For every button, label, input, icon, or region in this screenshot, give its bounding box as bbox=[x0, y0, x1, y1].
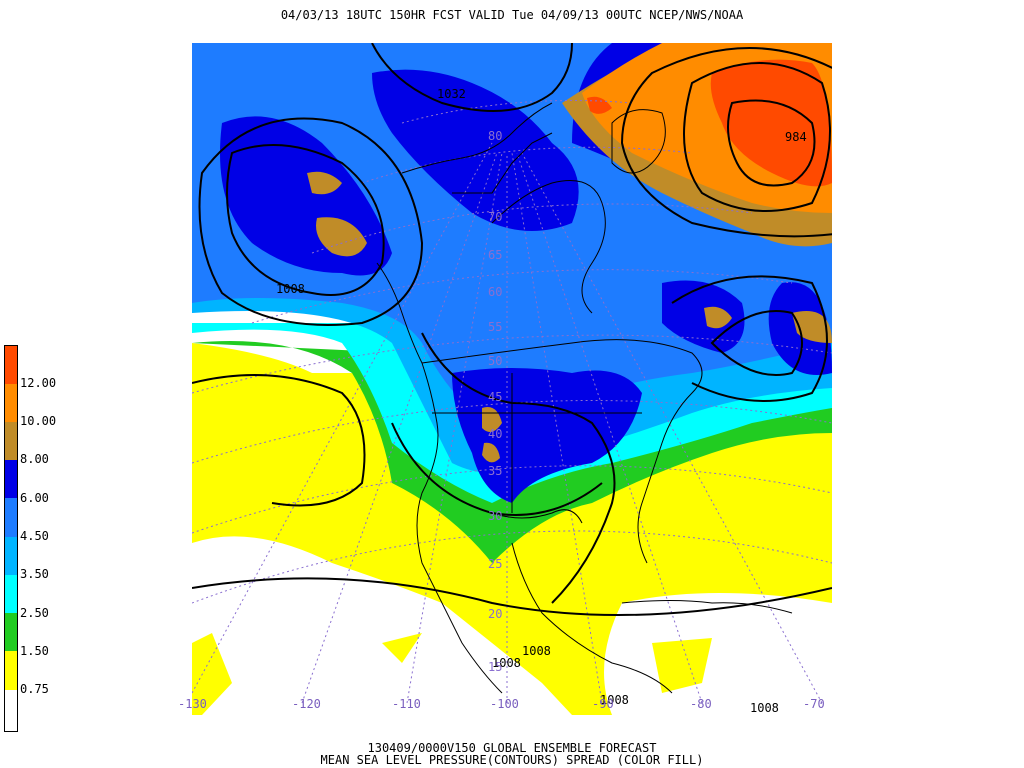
isobar-label-1032: 1032 bbox=[437, 87, 466, 101]
isobar-label-1008-c: 1008 bbox=[600, 693, 629, 707]
lat-label-25: 25 bbox=[488, 557, 502, 571]
legend-swatch-orange bbox=[5, 384, 17, 422]
fill-tan-patch-a bbox=[307, 171, 342, 195]
isobar-pacific-outer bbox=[198, 117, 424, 326]
legend-swatch-cyan bbox=[5, 575, 17, 613]
fill-tan-patch-d bbox=[482, 442, 500, 463]
legend-swatch-redorange bbox=[5, 346, 17, 384]
lat-label-50: 50 bbox=[488, 354, 502, 368]
lat-label-35: 35 bbox=[488, 464, 502, 478]
forecast-header: 04/03/13 18UTC 150HR FCST VALID Tue 04/0… bbox=[280, 8, 744, 22]
fill-white-south-east bbox=[604, 593, 832, 715]
coastlines bbox=[376, 102, 793, 694]
latitude-labels: 80 70 65 60 55 50 45 40 35 30 25 20 15 bbox=[488, 129, 502, 674]
fill-darkblue-atlantic bbox=[662, 280, 745, 353]
isobar-low-outer bbox=[620, 47, 832, 238]
color-legend bbox=[4, 345, 18, 732]
forecast-map: 1032 1008 984 1008 1008 1008 1008 80 70 … bbox=[192, 43, 832, 715]
lat-line-15 bbox=[192, 530, 832, 604]
isobar-label-1008-a: 1008 bbox=[492, 656, 521, 670]
legend-label-4-5: 4.50 bbox=[20, 529, 49, 543]
isobar-central bbox=[421, 332, 616, 604]
legend-swatch-blue bbox=[5, 498, 17, 537]
fill-darkblue-central bbox=[452, 368, 642, 503]
fill-yellow-patch-b bbox=[382, 633, 422, 663]
isobar-label-1008-b: 1008 bbox=[522, 644, 551, 658]
isobar-label-1008-d: 1008 bbox=[750, 701, 779, 715]
lon-label-100: -100 bbox=[490, 697, 519, 711]
isobar-west bbox=[192, 374, 366, 507]
fill-yellow-patch-c bbox=[652, 638, 712, 693]
isobar-central-2 bbox=[391, 422, 603, 516]
lon-label-80: -80 bbox=[690, 697, 712, 711]
fill-tan-patch-b bbox=[316, 217, 367, 257]
isobar-low-inner bbox=[727, 99, 816, 187]
isobar-atlantic-low bbox=[710, 310, 803, 376]
isobar-pacific-inner bbox=[226, 144, 385, 296]
isobar-label-984: 984 bbox=[785, 130, 807, 144]
lat-label-30: 30 bbox=[488, 509, 502, 523]
isobar-atlantic-outer bbox=[671, 275, 828, 402]
isobar-low-middle bbox=[683, 62, 831, 212]
legend-label-2-5: 2.50 bbox=[20, 606, 49, 620]
fill-tan-patch-e bbox=[704, 306, 732, 329]
lon-label-120: -120 bbox=[292, 697, 321, 711]
legend-swatch-darkblue bbox=[5, 460, 17, 498]
lon-label-130: -130 bbox=[178, 697, 207, 711]
fill-yellow-patch-a bbox=[192, 633, 232, 715]
lat-label-15: 15 bbox=[488, 660, 502, 674]
isobar-label-1008-pacific: 1008 bbox=[276, 282, 305, 296]
isobar-south bbox=[192, 577, 832, 616]
legend-label-10: 10.00 bbox=[20, 414, 57, 428]
legend-label-6: 6.00 bbox=[20, 491, 49, 505]
legend-swatch-tan bbox=[5, 422, 17, 460]
lat-label-45: 45 bbox=[488, 390, 502, 404]
lon-label-70: -70 bbox=[803, 697, 825, 711]
legend-swatch-green bbox=[5, 613, 17, 651]
lon-label-110: -110 bbox=[392, 697, 421, 711]
lat-label-70: 70 bbox=[488, 210, 502, 224]
legend-label-8: 8.00 bbox=[20, 452, 49, 466]
legend-label-0-75: 0.75 bbox=[20, 682, 49, 696]
lat-label-55: 55 bbox=[488, 320, 502, 334]
lat-label-20: 20 bbox=[488, 607, 502, 621]
isobar-1032 bbox=[371, 43, 573, 112]
lat-label-40: 40 bbox=[488, 427, 502, 441]
legend-label-12: 12.00 bbox=[20, 376, 57, 390]
isobars bbox=[192, 43, 832, 616]
fill-redorange-low bbox=[710, 59, 832, 187]
map-canvas: 1032 1008 984 1008 1008 1008 1008 80 70 … bbox=[192, 43, 832, 715]
lon-label-90: -90 bbox=[592, 697, 614, 711]
lat-label-80: 80 bbox=[488, 129, 502, 143]
fill-white-south-west bbox=[192, 536, 572, 715]
legend-swatch-yellow bbox=[5, 651, 17, 690]
footer-product-line: 130409/0000V150 GLOBAL ENSEMBLE FORECAST bbox=[367, 741, 657, 755]
legend-swatch-white bbox=[5, 690, 17, 731]
legend-label-1-5: 1.50 bbox=[20, 644, 49, 658]
legend-label-3-5: 3.50 bbox=[20, 567, 49, 581]
fill-darkblue-arctic bbox=[372, 69, 579, 232]
footer-description-line: MEAN SEA LEVEL PRESSURE(CONTOURS) SPREAD… bbox=[320, 753, 704, 767]
lat-label-60: 60 bbox=[488, 285, 502, 299]
legend-swatch-lightblue bbox=[5, 537, 17, 575]
lat-label-65: 65 bbox=[488, 248, 502, 262]
